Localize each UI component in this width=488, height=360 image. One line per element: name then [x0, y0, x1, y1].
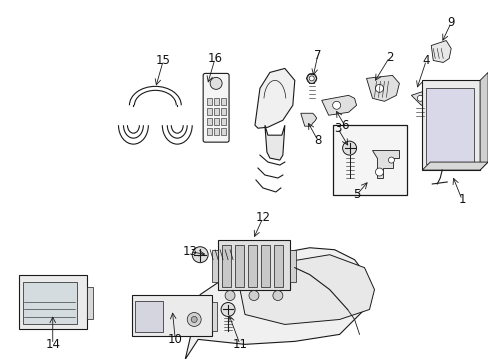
Text: 7: 7	[313, 49, 321, 62]
Polygon shape	[371, 150, 399, 178]
Text: 1: 1	[457, 193, 465, 206]
Text: 13: 13	[183, 245, 197, 258]
Bar	[207, 108, 212, 115]
Circle shape	[221, 302, 235, 316]
Circle shape	[387, 157, 394, 163]
Circle shape	[375, 168, 383, 176]
Text: 8: 8	[313, 134, 321, 147]
Bar	[332, 125, 407, 195]
Bar	[86, 287, 92, 319]
Text: 5: 5	[352, 188, 360, 202]
Bar	[214, 108, 219, 115]
Circle shape	[416, 95, 423, 101]
Bar	[214, 98, 219, 105]
Bar	[289, 250, 295, 282]
Bar	[135, 301, 163, 332]
Polygon shape	[264, 125, 285, 160]
Bar	[207, 98, 212, 105]
Bar	[235, 245, 244, 287]
Bar	[207, 128, 212, 135]
Bar	[19, 275, 86, 329]
Circle shape	[248, 291, 259, 301]
Circle shape	[342, 141, 356, 155]
Bar	[214, 118, 219, 125]
Text: 6: 6	[340, 119, 347, 132]
Text: 3: 3	[333, 122, 341, 135]
Polygon shape	[321, 95, 356, 115]
Bar	[222, 245, 230, 287]
Polygon shape	[479, 72, 487, 170]
Polygon shape	[300, 113, 316, 126]
Text: 11: 11	[232, 338, 247, 351]
Polygon shape	[422, 162, 487, 170]
FancyBboxPatch shape	[203, 73, 228, 142]
Text: 2: 2	[385, 51, 392, 64]
Polygon shape	[185, 248, 369, 359]
Bar	[221, 98, 225, 105]
Bar	[212, 250, 218, 282]
Bar	[426, 88, 473, 164]
Text: 12: 12	[255, 211, 270, 224]
Circle shape	[375, 84, 383, 92]
Circle shape	[272, 291, 282, 301]
Polygon shape	[254, 68, 294, 128]
Bar	[132, 294, 212, 336]
Bar	[221, 108, 225, 115]
Bar	[221, 128, 225, 135]
Text: 9: 9	[447, 16, 454, 29]
Bar	[273, 245, 282, 287]
Circle shape	[308, 76, 314, 81]
Bar	[261, 245, 269, 287]
Text: 4: 4	[422, 54, 429, 67]
Bar	[422, 80, 479, 170]
Bar	[212, 302, 217, 332]
Polygon shape	[430, 41, 450, 62]
Circle shape	[332, 101, 340, 109]
Bar	[214, 128, 219, 135]
Circle shape	[187, 312, 201, 327]
Circle shape	[306, 73, 316, 84]
Bar	[23, 282, 77, 324]
Bar	[221, 118, 225, 125]
Text: 16: 16	[207, 52, 222, 65]
Circle shape	[224, 291, 235, 301]
Text: 15: 15	[156, 54, 170, 67]
Bar	[207, 118, 212, 125]
Circle shape	[192, 247, 208, 263]
Polygon shape	[366, 75, 399, 101]
Bar	[218, 240, 289, 289]
Circle shape	[210, 77, 222, 89]
Circle shape	[191, 316, 197, 323]
Text: 14: 14	[45, 338, 60, 351]
Bar	[247, 245, 256, 287]
Polygon shape	[410, 90, 429, 105]
Text: 10: 10	[167, 333, 183, 346]
Polygon shape	[240, 255, 374, 324]
